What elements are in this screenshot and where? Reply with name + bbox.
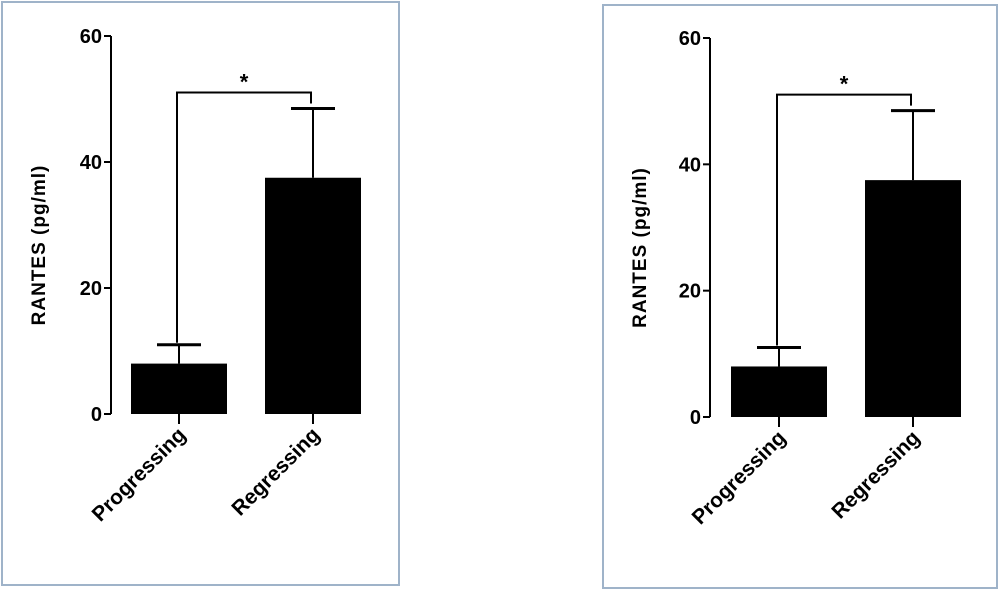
bar-progressing [131,363,227,414]
x-tick-label: Regressing [827,426,924,523]
chart-panel-right: 0 20 40 60 RANTES (pg/ml) Progressing Regressi… [602,4,998,589]
x-tick-label: Progressing [688,426,791,529]
y-tick-label: 20 [679,281,701,303]
significance-bracket [776,93,912,346]
bar-regressing [865,180,961,417]
y-axis-label: RANTES (pg/ml) [29,165,50,326]
y-tick-label: 0 [690,407,701,429]
x-tick-label: Regressing [227,423,324,520]
chart-panel-left: 0 20 40 60 RANTES (pg/ml) Progressing Regressi… [1,1,400,586]
y-tick-label: 20 [80,278,102,300]
y-axis-label: RANTES (pg/ml) [630,167,651,328]
significance-bracket [176,91,312,343]
y-tick-label: 60 [80,26,102,48]
y-tick-label: 40 [80,152,102,174]
x-tick-label: Progressing [88,423,191,526]
y-tick-label: 60 [679,28,701,50]
y-tick-label: 40 [679,154,701,176]
bar-progressing [731,366,827,417]
bar-chart-left: 0 20 40 60 RANTES (pg/ml) Progressing Regressi… [29,26,361,526]
bar-chart-right: 0 20 40 60 RANTES (pg/ml) Progressing Regressi… [630,28,961,529]
significance-marker: * [840,72,849,97]
y-tick-label: 0 [91,404,102,426]
significance-marker: * [240,69,249,94]
bar-regressing [265,177,361,414]
